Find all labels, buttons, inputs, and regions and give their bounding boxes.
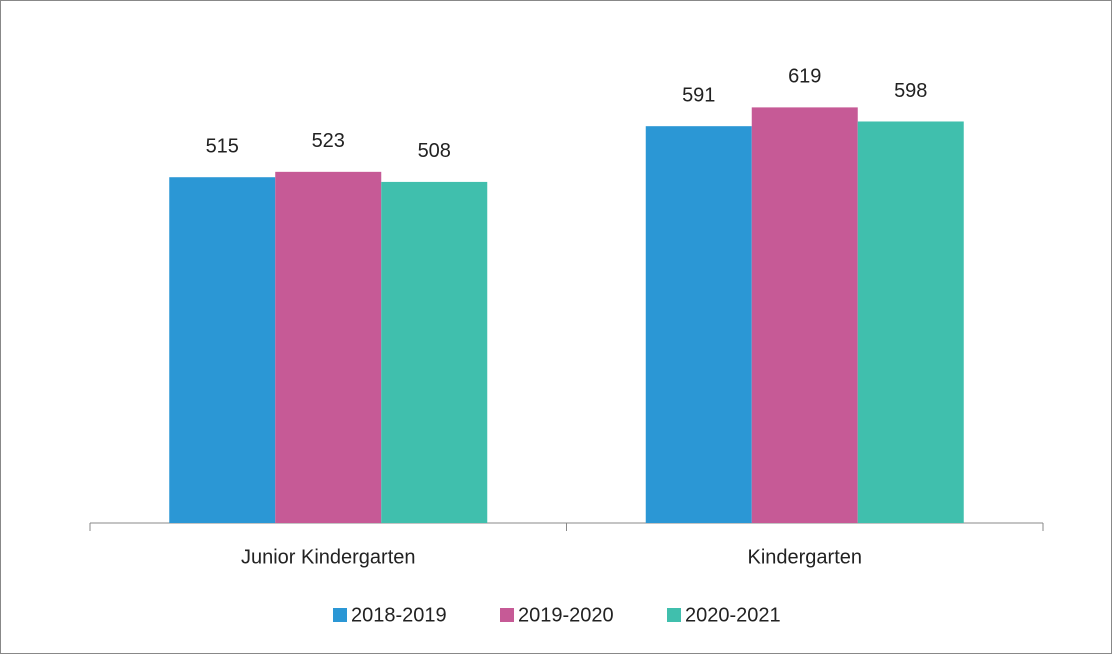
bar	[857, 121, 964, 523]
data-label: 515	[206, 135, 239, 157]
data-label: 523	[312, 130, 345, 152]
x-tick-label: Kindergarten	[747, 546, 862, 568]
x-tick-label: Junior Kindergarten	[241, 546, 416, 568]
data-label: 598	[894, 80, 927, 102]
bar	[169, 177, 276, 523]
legend-label: 2020-2021	[685, 604, 781, 626]
bar	[275, 171, 382, 524]
bar	[381, 181, 488, 523]
bar	[645, 126, 752, 523]
bar	[751, 107, 858, 523]
data-label: 591	[682, 84, 715, 106]
data-label: 619	[788, 66, 821, 88]
legend-swatch	[500, 608, 514, 622]
data-label: 508	[418, 140, 451, 162]
legend-label: 2019-2020	[518, 604, 614, 626]
legend-label: 2018-2019	[351, 604, 447, 626]
legend-swatch	[333, 608, 347, 622]
legend-swatch	[667, 608, 681, 622]
